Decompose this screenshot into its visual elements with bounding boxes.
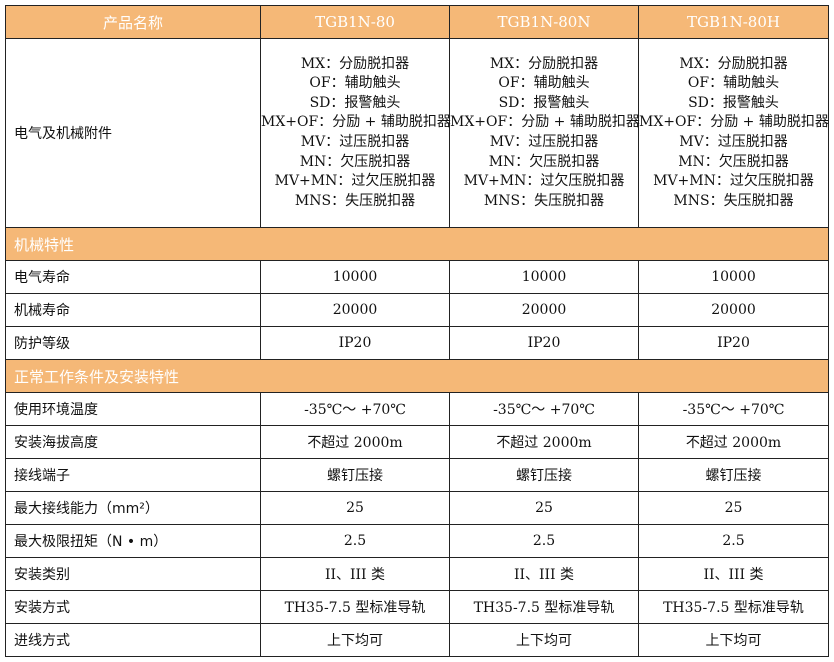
- value-cell: 不超过 2000m: [449, 425, 639, 459]
- row-label: 最大极限扭矩（N • m）: [5, 524, 261, 558]
- value-cell: -35℃～ +70℃: [638, 392, 829, 426]
- section-header: 机械特性: [5, 227, 829, 261]
- value-cell: TH35-7.5 型标准导轨: [449, 590, 639, 624]
- value-cell: II、III 类: [638, 557, 829, 591]
- table-row: 安装海拔高度 不超过 2000m 不超过 2000m 不超过 2000m: [5, 425, 829, 459]
- accessory-item: MN：欠压脱扣器: [488, 153, 600, 170]
- row-label: 接线端子: [5, 458, 261, 492]
- row-label: 安装类别: [5, 557, 261, 591]
- accessory-item: MN：欠压脱扣器: [678, 153, 789, 170]
- section-header: 正常工作条件及安装特性: [5, 359, 829, 393]
- value-cell: TH35-7.5 型标准导轨: [260, 590, 450, 624]
- table-row: 使用环境温度 -35℃～ +70℃ -35℃～ +70℃ -35℃～ +70℃: [5, 392, 829, 426]
- accessory-item: MX+OF：分励 + 辅助脱扣器: [261, 114, 451, 131]
- value-cell: IP20: [260, 326, 450, 360]
- value-cell: II、III 类: [260, 557, 450, 591]
- value-cell: 10000: [449, 260, 639, 294]
- table-row: 电气寿命 10000 10000 10000: [5, 260, 829, 294]
- value-cell: 螺钉压接: [449, 458, 639, 492]
- value-cell: 螺钉压接: [260, 458, 450, 492]
- value-cell: 上下均可: [449, 623, 639, 657]
- value-cell: 2.5: [638, 524, 829, 558]
- value-cell: 上下均可: [638, 623, 829, 657]
- accessory-item: OF：辅助触头: [309, 75, 401, 92]
- accessory-item: MV：过压脱扣器: [489, 134, 599, 150]
- spec-table: 产品名称 TGB1N-80 TGB1N-80N TGB1N-80H 电气及机械附件 MX：…: [5, 5, 829, 657]
- table-row: 最大接线能力（mm²） 25 25 25: [5, 491, 829, 525]
- value-cell: IP20: [449, 326, 639, 360]
- header-model-cell: TGB1N-80H: [638, 5, 829, 39]
- accessory-item: OF：辅助触头: [498, 75, 590, 92]
- row-label: 安装海拔高度: [5, 425, 261, 459]
- accessory-item: MNS：失压脱扣器: [483, 192, 605, 209]
- value-cell: -35℃～ +70℃: [260, 392, 450, 426]
- accessory-item: MV+MN：过欠压脱扣器: [653, 173, 814, 190]
- table-row: 安装类别 II、III 类 II、III 类 II、III 类: [5, 557, 829, 591]
- row-label: 防护等级: [5, 326, 261, 360]
- table-row: 防护等级 IP20 IP20 IP20: [5, 326, 829, 360]
- section-title: 正常工作条件及安装特性: [5, 359, 829, 393]
- table-row: 安装方式 TH35-7.5 型标准导轨 TH35-7.5 型标准导轨 TH35-7.5…: [5, 590, 829, 624]
- table-row: 接线端子 螺钉压接 螺钉压接 螺钉压接: [5, 458, 829, 492]
- section-title: 机械特性: [5, 227, 829, 261]
- row-label: 使用环境温度: [5, 392, 261, 426]
- value-cell: 20000: [449, 293, 639, 327]
- value-cell: 不超过 2000m: [260, 425, 450, 459]
- value-cell: 20000: [638, 293, 829, 327]
- accessories-cell: MX：分励脱扣器 OF：辅助触头 SD：报警触头 MX+OF：分励 + 辅助脱扣器 MV…: [449, 38, 640, 228]
- row-label: 进线方式: [5, 623, 261, 657]
- header-name-cell: 产品名称: [5, 5, 261, 39]
- value-cell: 10000: [260, 260, 450, 294]
- value-cell: 25: [449, 491, 639, 525]
- row-label: 电气寿命: [5, 260, 261, 294]
- accessory-item: MNS：失压脱扣器: [294, 192, 416, 209]
- value-cell: IP20: [638, 326, 829, 360]
- value-cell: 2.5: [260, 524, 450, 558]
- value-cell: 不超过 2000m: [638, 425, 829, 459]
- value-cell: II、III 类: [449, 557, 639, 591]
- accessory-item: SD：报警触头: [309, 94, 401, 111]
- accessory-item: MV：过压脱扣器: [300, 134, 410, 150]
- accessory-item: MX：分励脱扣器: [489, 55, 599, 72]
- table-row: 最大极限扭矩（N • m） 2.5 2.5 2.5: [5, 524, 829, 558]
- accessory-item: MN：欠压脱扣器: [299, 153, 411, 170]
- accessory-item: SD：报警触头: [688, 94, 779, 111]
- accessories-row: 电气及机械附件 MX：分励脱扣器 OF：辅助触头 SD：报警触头 MX+OF：分励 + …: [5, 38, 829, 228]
- value-cell: -35℃～ +70℃: [449, 392, 639, 426]
- table-row: 机械寿命 20000 20000 20000: [5, 293, 829, 327]
- accessory-item: MX：分励脱扣器: [300, 55, 410, 72]
- value-cell: 螺钉压接: [638, 458, 829, 492]
- accessory-item: MX：分励脱扣器: [679, 55, 788, 72]
- accessories-cell: MX：分励脱扣器 OF：辅助触头 SD：报警触头 MX+OF：分励 + 辅助脱扣器 MV…: [260, 38, 451, 228]
- accessories-cell: MX：分励脱扣器 OF：辅助触头 SD：报警触头 MX+OF：分励 + 辅助脱扣器 MV…: [638, 38, 829, 228]
- accessory-item: OF：辅助触头: [687, 75, 780, 92]
- accessory-item: MNS：失压脱扣器: [673, 192, 794, 209]
- row-label: 安装方式: [5, 590, 261, 624]
- accessory-item: MX+OF：分励 + 辅助脱扣器: [450, 114, 640, 131]
- row-label: 机械寿命: [5, 293, 261, 327]
- value-cell: 2.5: [449, 524, 639, 558]
- accessory-item: MX+OF：分励 + 辅助脱扣器: [639, 114, 829, 131]
- row-label: 最大接线能力（mm²）: [5, 491, 261, 525]
- table-row: 进线方式 上下均可 上下均可 上下均可: [5, 623, 829, 657]
- header-model-cell: TGB1N-80: [260, 5, 450, 39]
- row-label: 电气及机械附件: [5, 38, 261, 228]
- value-cell: TH35-7.5 型标准导轨: [638, 590, 829, 624]
- value-cell: 20000: [260, 293, 450, 327]
- header-row: 产品名称 TGB1N-80 TGB1N-80N TGB1N-80H: [5, 5, 829, 39]
- value-cell: 25: [638, 491, 829, 525]
- accessory-item: SD：报警触头: [498, 94, 590, 111]
- accessory-item: MV+MN：过欠压脱扣器: [463, 173, 625, 190]
- value-cell: 10000: [638, 260, 829, 294]
- value-cell: 上下均可: [260, 623, 450, 657]
- value-cell: 25: [260, 491, 450, 525]
- accessory-item: MV：过压脱扣器: [679, 134, 788, 150]
- header-model-cell: TGB1N-80N: [449, 5, 639, 39]
- accessory-item: MV+MN：过欠压脱扣器: [274, 173, 436, 190]
